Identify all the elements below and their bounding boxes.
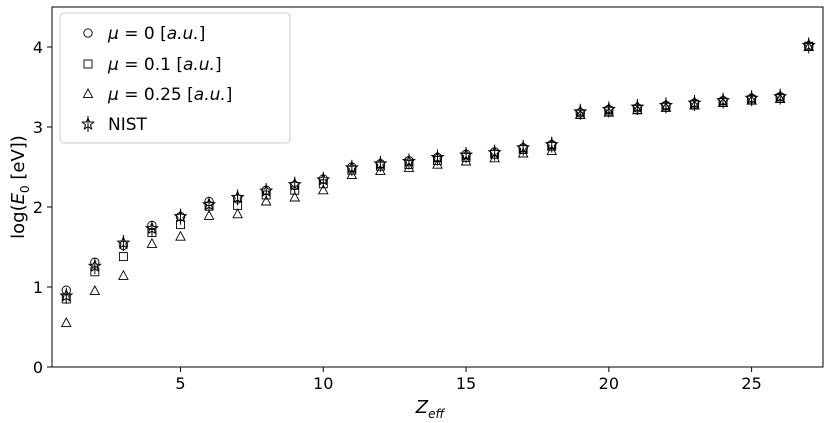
legend-box [59, 12, 291, 144]
legend-label-mu025: μ = 0.25 [a.u.] [107, 85, 232, 105]
y-tick-label: 0 [33, 358, 43, 377]
marker-star [373, 156, 388, 170]
marker-triangle [232, 208, 243, 219]
marker-triangle [517, 147, 529, 158]
marker-triangle [289, 191, 301, 202]
marker-star [87, 258, 102, 273]
marker-circle-legend [83, 28, 93, 38]
marker-star [744, 90, 759, 105]
marker-triangle [375, 165, 386, 176]
marker-triangle [460, 155, 472, 166]
marker-triangle [203, 209, 215, 220]
marker-square-legend [83, 59, 93, 69]
marker-star [59, 288, 74, 302]
x-tick-label: 20 [599, 374, 619, 393]
x-tick-label: 25 [741, 374, 761, 393]
marker-star [316, 172, 331, 186]
marker-triangle [89, 285, 101, 296]
marker-star [202, 197, 217, 211]
y-tick-label: 3 [33, 118, 43, 137]
y-tick-label: 2 [33, 198, 43, 217]
marker-triangle [317, 184, 329, 195]
marker-triangle [146, 237, 158, 248]
legend-label-mu0: μ = 0 [a.u.] [107, 24, 205, 44]
marker-star [601, 102, 616, 116]
legend-label-mu01: μ = 0.1 [a.u.] [107, 55, 222, 75]
y-tick-label: 4 [33, 38, 43, 57]
marker-triangle [403, 161, 415, 172]
marker-triangle [432, 158, 443, 169]
marker-star [144, 221, 159, 235]
marker-star [544, 137, 559, 151]
x-tick-label: 5 [175, 374, 185, 393]
marker-star [230, 190, 245, 204]
marker-star [287, 177, 302, 191]
legend: μ = 0 [a.u.] μ = 0.1 [a.u.] μ = 0.25 [a.… [59, 12, 291, 144]
marker-triangle [260, 195, 272, 206]
marker-triangle [489, 152, 500, 163]
y-tick-label: 1 [33, 278, 43, 297]
plot-frame [51, 6, 824, 368]
marker-triangle [60, 317, 72, 328]
marker-square [118, 252, 128, 262]
marker-star [687, 95, 702, 109]
legend-label-nist: NIST [108, 115, 148, 135]
marker-star [658, 98, 673, 112]
marker-star [344, 160, 359, 174]
marker-triangle [118, 269, 129, 280]
marker-triangle-legend [82, 88, 94, 99]
marker-star [487, 145, 502, 159]
marker-star [573, 104, 588, 118]
axis-ticks: 5 10 15 20 25 0 1 2 3 4 [33, 38, 762, 393]
x-axis-label: Zeff [415, 397, 446, 421]
marker-star [430, 150, 445, 164]
marker-triangle [546, 145, 558, 156]
marker-star [173, 209, 188, 223]
y-axis-label: log(E0 [eV]) [8, 135, 32, 239]
marker-star [516, 140, 531, 154]
marker-star [716, 93, 731, 107]
marker-triangle [346, 169, 358, 180]
x-tick-label: 15 [456, 374, 476, 393]
marker-triangle [175, 230, 186, 241]
legend-markers [80, 28, 96, 132]
marker-star [116, 235, 131, 249]
marker-star-legend [80, 116, 96, 130]
marker-star [630, 99, 645, 113]
marker-star [401, 154, 416, 168]
marker-star [459, 147, 474, 161]
x-tick-label: 10 [313, 374, 333, 393]
marker-star [801, 38, 816, 52]
data-points [59, 37, 816, 328]
marker-star [259, 183, 274, 197]
marker-star [773, 89, 788, 103]
